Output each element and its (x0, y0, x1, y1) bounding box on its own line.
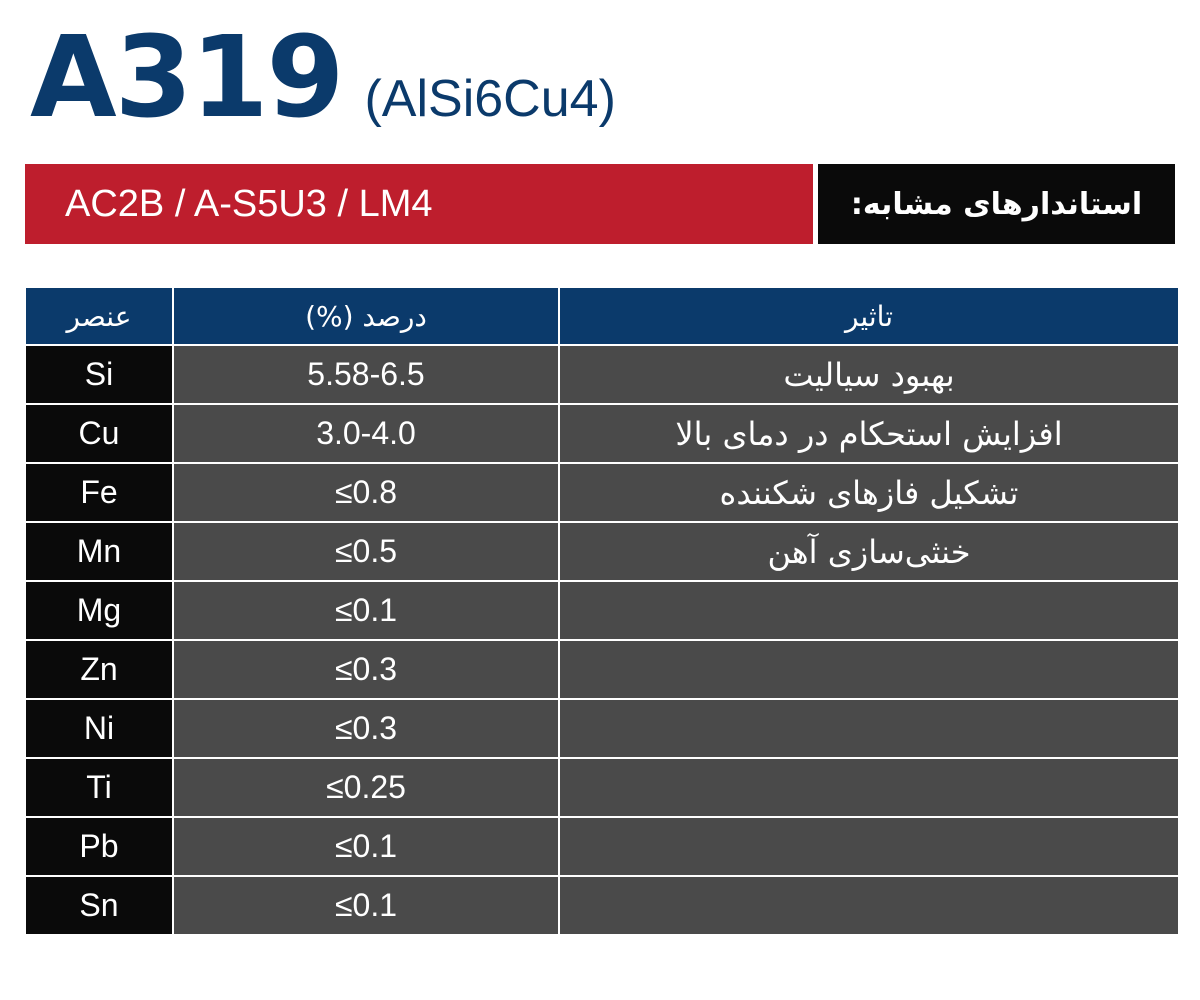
percent-cell: ≤0.5 (172, 521, 560, 582)
table-row: Cu 3.0-4.0 افزایش استحکام در دمای بالا (24, 403, 1180, 464)
header-effect: تاثیر (558, 286, 1180, 346)
table-header-row: عنصر درصد (%) تاثیر (24, 286, 1180, 346)
effect-cell (558, 816, 1180, 877)
table-row: Mn ≤0.5 خنثی‌سازی آهن (24, 521, 1180, 582)
percent-cell: ≤0.8 (172, 462, 560, 523)
element-cell: Ni (24, 698, 174, 759)
table-row: Sn ≤0.1 (24, 875, 1180, 936)
element-cell: Mg (24, 580, 174, 641)
header-element: عنصر (24, 286, 174, 346)
element-cell: Mn (24, 521, 174, 582)
effect-cell (558, 639, 1180, 700)
element-cell: Pb (24, 816, 174, 877)
effect-cell (558, 875, 1180, 936)
element-cell: Zn (24, 639, 174, 700)
percent-cell: 3.0-4.0 (172, 403, 560, 464)
percent-cell: ≤0.1 (172, 875, 560, 936)
element-cell: Cu (24, 403, 174, 464)
table-row: Mg ≤0.1 (24, 580, 1180, 641)
alloy-title: A319 (30, 13, 344, 143)
effect-cell (558, 698, 1180, 759)
composition-table: عنصر درصد (%) تاثیر Si 5.58-6.5 بهبود سی… (24, 286, 1180, 936)
effect-cell: افزایش استحکام در دمای بالا (558, 403, 1180, 464)
effect-cell (558, 757, 1180, 818)
table-row: Zn ≤0.3 (24, 639, 1180, 700)
element-cell: Si (24, 344, 174, 405)
title-row: A319 (AlSi6Cu4) (30, 18, 616, 138)
effect-cell: تشکیل فازهای شکننده (558, 462, 1180, 523)
element-cell: Sn (24, 875, 174, 936)
table-row: Si 5.58-6.5 بهبود سیالیت (24, 344, 1180, 405)
percent-cell: ≤0.3 (172, 639, 560, 700)
header-percent: درصد (%) (172, 286, 560, 346)
percent-cell: ≤0.1 (172, 580, 560, 641)
percent-cell: ≤0.1 (172, 816, 560, 877)
table-row: Pb ≤0.1 (24, 816, 1180, 877)
effect-cell: خنثی‌سازی آهن (558, 521, 1180, 582)
percent-cell: 5.58-6.5 (172, 344, 560, 405)
percent-cell: ≤0.3 (172, 698, 560, 759)
effect-cell (558, 580, 1180, 641)
equivalent-standards-values: AC2B / A-S5U3 / LM4 (25, 164, 813, 244)
alloy-formula: (AlSi6Cu4) (364, 70, 616, 128)
equivalent-standards-label: استاندارهای مشابه: (818, 164, 1175, 244)
percent-cell: ≤0.25 (172, 757, 560, 818)
element-cell: Ti (24, 757, 174, 818)
effect-cell: بهبود سیالیت (558, 344, 1180, 405)
table-row: Ni ≤0.3 (24, 698, 1180, 759)
element-cell: Fe (24, 462, 174, 523)
table-row: Fe ≤0.8 تشکیل فازهای شکننده (24, 462, 1180, 523)
table-row: Ti ≤0.25 (24, 757, 1180, 818)
